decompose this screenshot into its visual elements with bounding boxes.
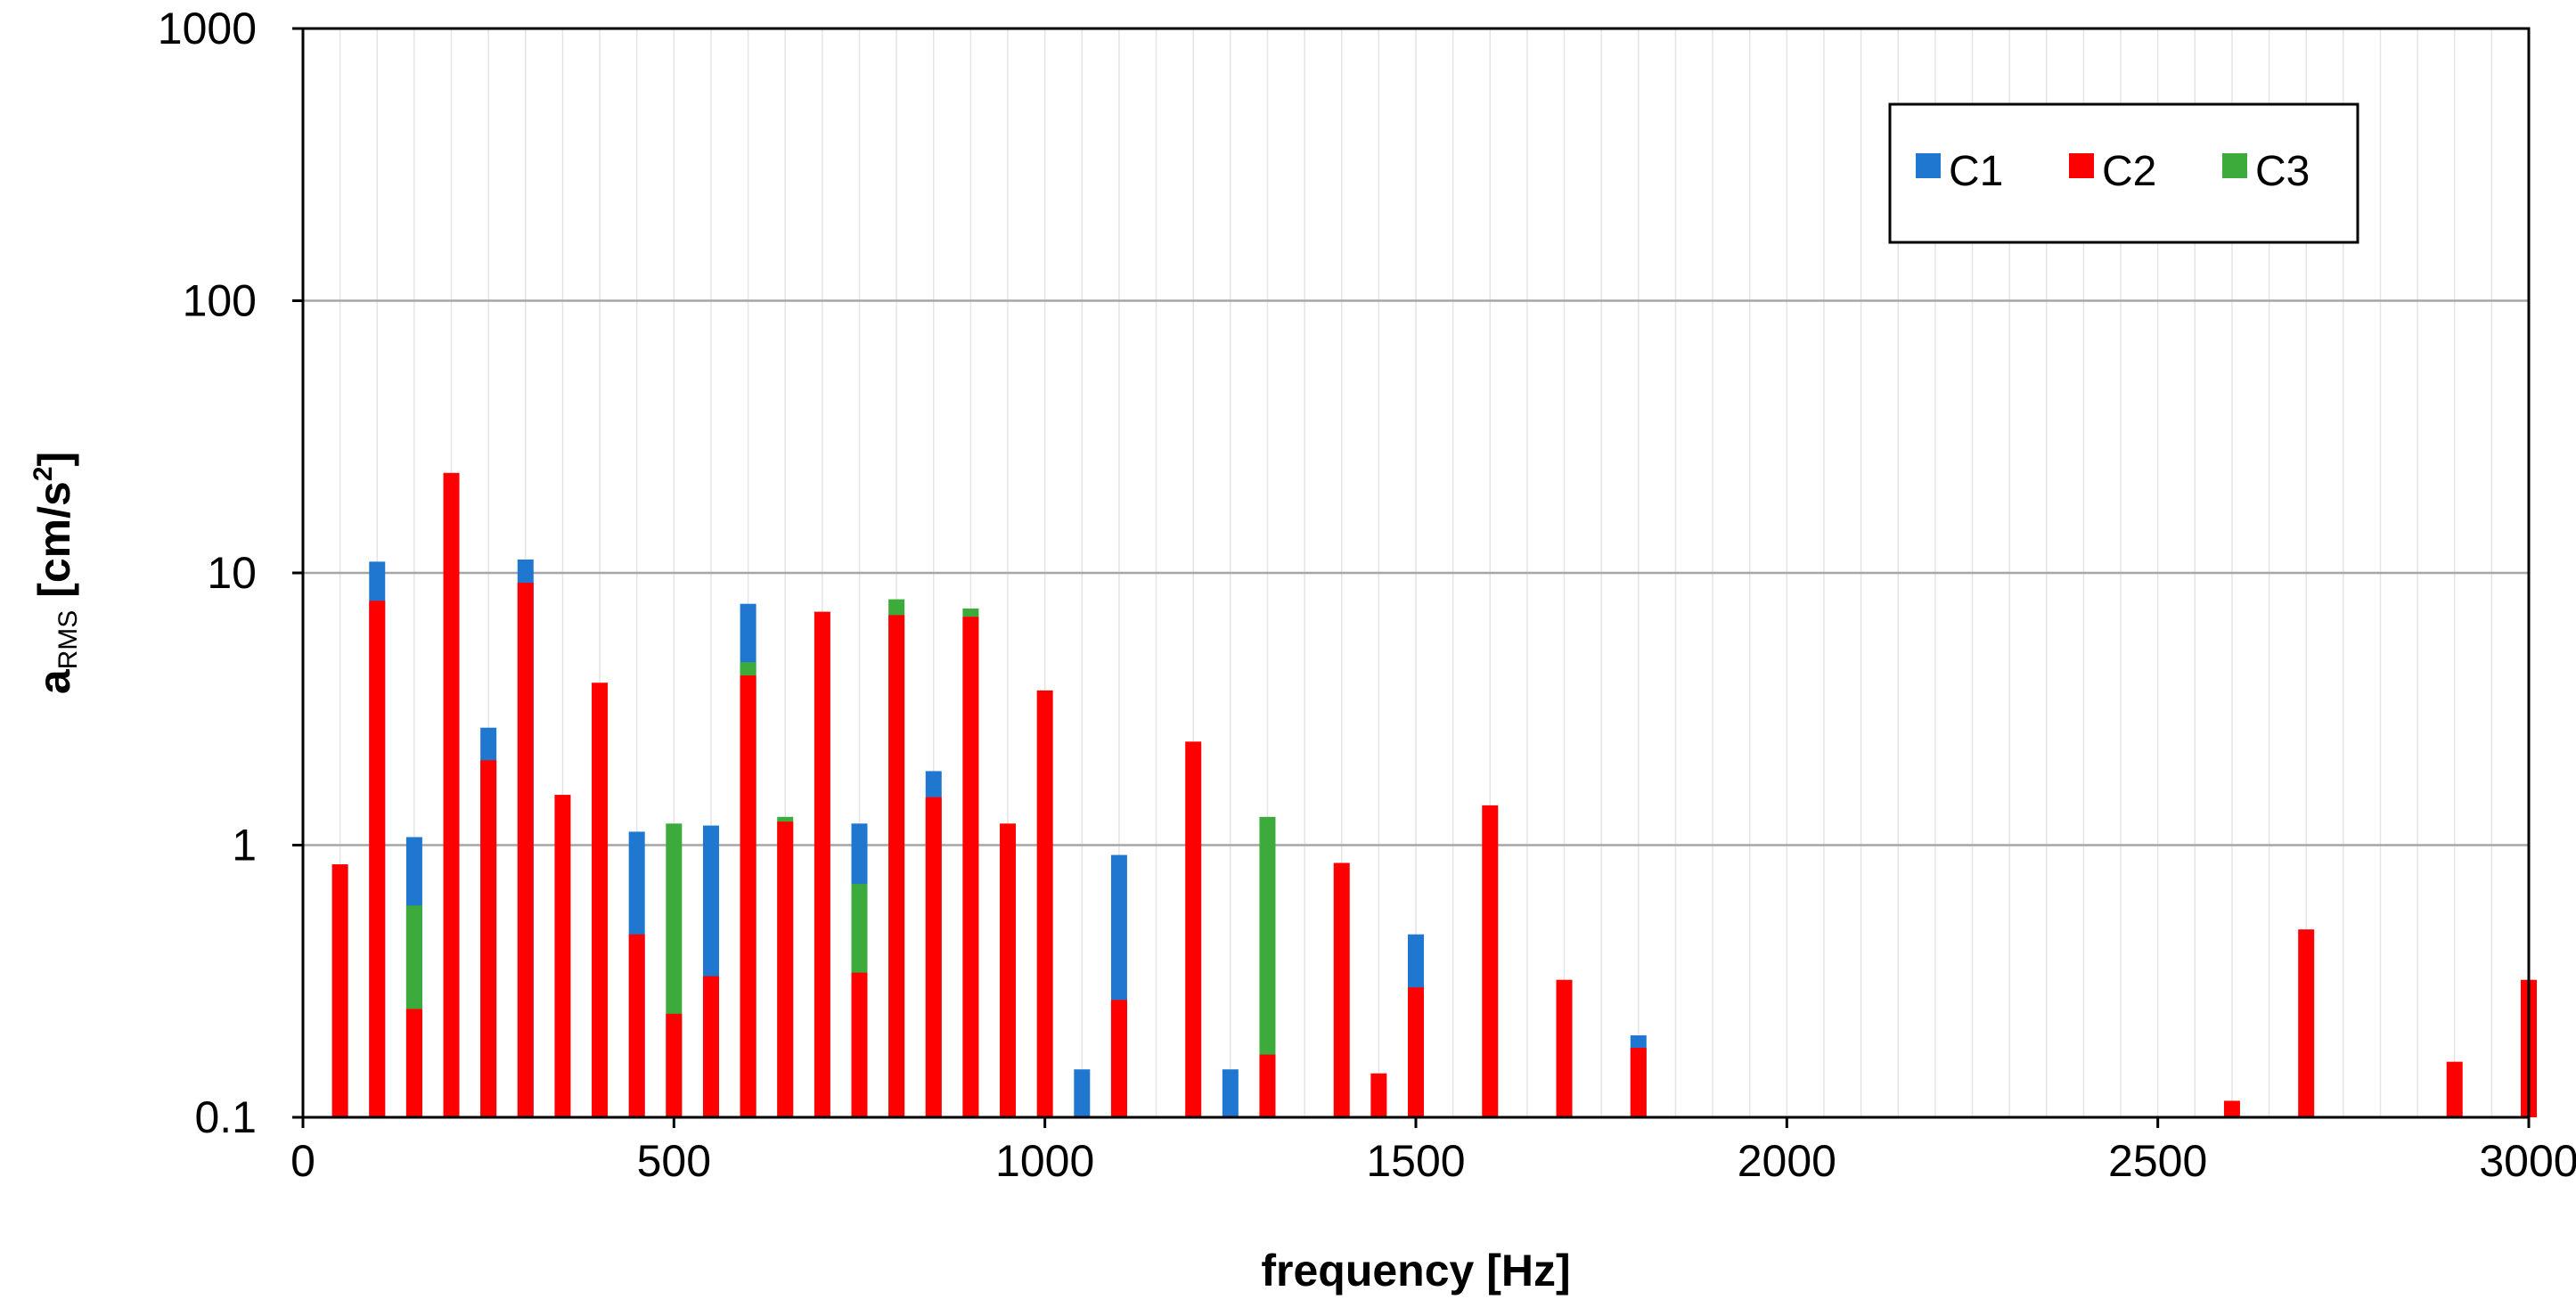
bar-c2 [1370, 1073, 1387, 1117]
y-tick-label: 10 [207, 548, 257, 598]
bar-c2 [1036, 690, 1053, 1117]
bar-c2 [962, 617, 979, 1117]
y-tick-label: 100 [183, 276, 257, 326]
bar-c2 [2223, 1100, 2240, 1117]
bar-layer [331, 472, 2537, 1117]
bar-c2 [814, 611, 830, 1117]
bar-c2 [1630, 1048, 1647, 1117]
x-tick-label: 2000 [1738, 1136, 1836, 1186]
bar-c2 [331, 864, 348, 1117]
legend: C1 C2 C3 [1888, 102, 2359, 244]
bar-c2 [1333, 862, 1350, 1117]
y-axis-label-subscript: RMS [53, 610, 83, 670]
legend-label-c3: C3 [2255, 148, 2310, 195]
legend-box [1888, 102, 2359, 244]
bar-c2 [2446, 1061, 2463, 1117]
bar-c3 [1259, 816, 1276, 1117]
y-axis-label-main: a [29, 668, 79, 694]
bar-c2 [628, 934, 645, 1117]
bar-c2 [2298, 929, 2315, 1117]
bar-c2 [1110, 1000, 1127, 1117]
bar-c2 [443, 472, 460, 1117]
legend-label-c1: C1 [1949, 148, 2003, 195]
x-tick-label: 1000 [995, 1136, 1094, 1186]
bar-c1 [1074, 1069, 1091, 1117]
bar-c2 [1259, 1054, 1276, 1117]
y-axis-label-superscript: 2 [29, 466, 58, 481]
legend-swatch-c2 [2069, 153, 2094, 178]
y-axis-label-unit-close: ] [29, 452, 79, 467]
bar-c2 [666, 1013, 683, 1117]
bar-c2 [851, 972, 868, 1117]
y-axis-label-unit: [cm/s [29, 481, 79, 610]
legend-swatch-c1 [1916, 153, 1941, 178]
bar-c2 [369, 601, 386, 1117]
bar-c2 [1408, 987, 1424, 1117]
bar-c2 [740, 675, 756, 1117]
bar-c2 [554, 795, 571, 1117]
bar-c2 [1000, 823, 1017, 1117]
legend-swatch-c3 [2222, 153, 2247, 178]
x-axis-label: frequency [Hz] [1261, 1246, 1570, 1296]
y-tick-label: 1000 [158, 4, 257, 53]
bar-c2 [925, 797, 942, 1117]
y-tick-label: 0.1 [194, 1092, 257, 1142]
bar-c2 [1556, 979, 1573, 1117]
x-tick-label: 500 [637, 1136, 711, 1186]
tick-layer: 0 500 1000 1500 2000 2500 3000 0.1 1 10 100 1000 [158, 4, 2576, 1186]
bar-c2 [1185, 741, 1202, 1117]
bar-c2 [888, 615, 905, 1117]
bar-c1 [1222, 1069, 1239, 1117]
x-tick-label: 2500 [2108, 1136, 2207, 1186]
x-tick-label: 0 [290, 1136, 315, 1186]
bar-c2 [405, 1009, 422, 1117]
bar-c2 [702, 976, 719, 1117]
x-tick-label: 1500 [1366, 1136, 1465, 1186]
bar-c2 [517, 583, 534, 1117]
bar-c2 [592, 683, 609, 1117]
y-tick-label: 1 [232, 821, 257, 871]
legend-label-c2: C2 [2102, 148, 2156, 195]
x-tick-label: 3000 [2479, 1136, 2576, 1186]
y-axis-label: aRMS [cm/s2] [29, 452, 83, 694]
bar-c2 [777, 821, 794, 1117]
bar-c2 [1482, 805, 1499, 1117]
bar-c2 [480, 760, 497, 1117]
